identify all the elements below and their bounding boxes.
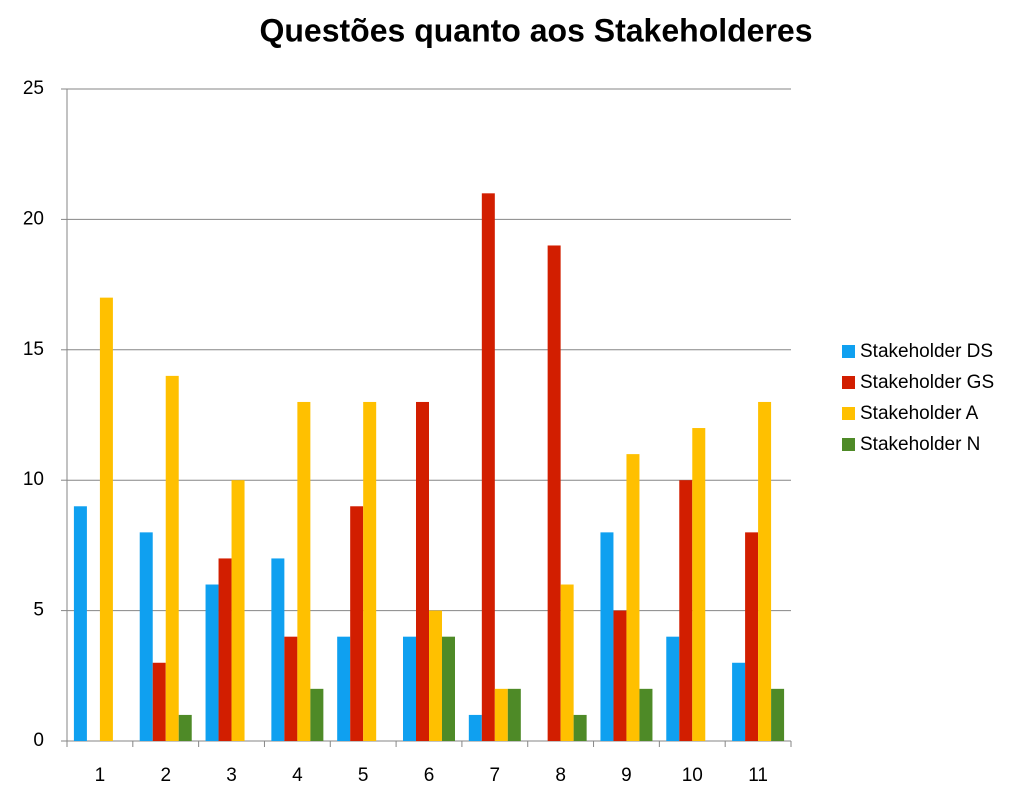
legend-label: Stakeholder GS — [860, 372, 994, 393]
bar — [600, 532, 614, 741]
bar — [560, 584, 574, 741]
bar — [507, 688, 521, 741]
bar — [626, 454, 640, 741]
bar — [771, 688, 785, 741]
bar — [416, 401, 429, 741]
bar — [692, 428, 706, 741]
x-tick-label: 10 — [682, 765, 703, 786]
bar — [468, 714, 482, 741]
bar — [337, 636, 351, 741]
bar — [139, 532, 153, 741]
x-tick-label: 2 — [160, 765, 171, 786]
bar — [205, 584, 219, 741]
chart-title: Questões quanto aos Stakeholderes — [259, 12, 812, 48]
bar — [758, 401, 772, 741]
legend-label: Stakeholder A — [860, 403, 979, 424]
y-tick-label: 5 — [33, 600, 44, 621]
bar — [165, 375, 179, 741]
legend-label: Stakeholder DS — [860, 341, 993, 362]
bar — [666, 636, 680, 741]
bar — [218, 558, 232, 741]
bar — [73, 506, 87, 741]
x-tick-label: 4 — [292, 765, 303, 786]
bar — [732, 662, 746, 741]
y-tick-label: 25 — [23, 78, 44, 99]
x-tick-label: 5 — [358, 765, 369, 786]
bar — [613, 610, 627, 741]
x-tick-label: 3 — [226, 765, 237, 786]
bar — [745, 532, 759, 741]
bar — [231, 480, 245, 741]
legend-swatch — [842, 438, 855, 451]
x-tick-label: 11 — [748, 765, 768, 786]
y-tick-label: 10 — [23, 469, 44, 490]
bar — [547, 245, 561, 742]
bar — [481, 193, 495, 741]
bar — [679, 480, 693, 741]
bar — [152, 662, 166, 741]
bar — [403, 636, 416, 741]
x-tick-label: 7 — [490, 765, 501, 786]
bar — [350, 506, 364, 741]
bar — [178, 714, 192, 741]
x-tick-label: 8 — [555, 765, 566, 786]
x-tick-label: 6 — [424, 765, 435, 786]
y-tick-label: 20 — [23, 208, 44, 229]
bar — [573, 714, 587, 741]
bar — [99, 297, 113, 741]
bar — [363, 401, 377, 741]
bar — [310, 688, 324, 741]
bar — [271, 558, 285, 741]
legend-label: Stakeholder N — [860, 434, 980, 455]
legend-swatch — [842, 407, 855, 420]
bar — [639, 688, 653, 741]
bar — [297, 401, 311, 741]
legend-swatch — [842, 345, 855, 358]
bar — [429, 610, 442, 741]
y-tick-label: 15 — [23, 339, 44, 360]
bar — [442, 636, 455, 741]
bar — [494, 688, 508, 741]
x-tick-label: 9 — [621, 765, 632, 786]
y-tick-label: 0 — [33, 730, 44, 751]
legend-swatch — [842, 376, 855, 389]
bar — [284, 636, 298, 741]
x-tick-label: 1 — [95, 765, 106, 786]
